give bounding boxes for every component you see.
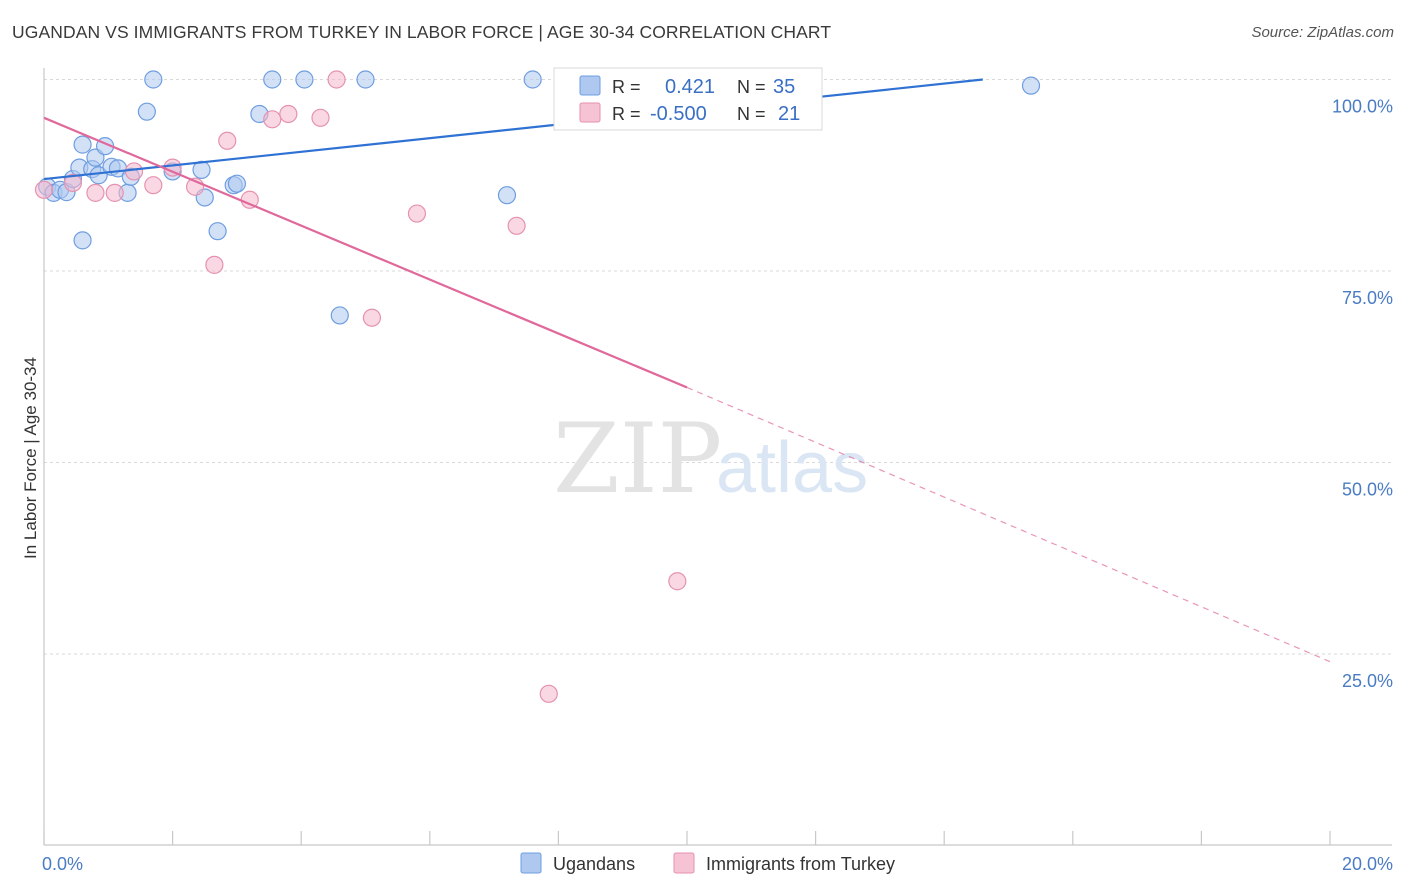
x-tick-label-min: 0.0% (42, 854, 83, 874)
point-ugandans (356, 70, 375, 89)
axes: 25.0% 50.0% 75.0% 100.0% 0.0% 20.0% (42, 68, 1393, 874)
point-turkey (63, 173, 83, 193)
data-points (34, 70, 1041, 703)
point-turkey (362, 308, 382, 327)
watermark: ZIP atlas (553, 403, 868, 515)
point-turkey (539, 684, 558, 703)
point-turkey (124, 162, 144, 181)
point-ugandans (73, 231, 92, 250)
point-ugandans (263, 70, 282, 89)
point-turkey (507, 216, 526, 235)
point-turkey (105, 183, 124, 202)
stats-box: R = 0.421 N = 35 R = -0.500 N = 21 (553, 67, 823, 131)
point-ugandans (208, 222, 227, 241)
stats-r-value-turkey: -0.500 (650, 103, 707, 125)
point-turkey (327, 70, 346, 89)
point-ugandans (330, 306, 349, 325)
point-ugandans (137, 102, 156, 121)
trend-line-turkey-extrapolated (686, 386, 1331, 663)
source-label: Source: ZipAtlas.com (1251, 24, 1394, 41)
stats-r-label-ugandans: R = (612, 77, 641, 97)
point-ugandans (73, 135, 92, 154)
point-turkey (205, 255, 224, 274)
point-turkey (407, 204, 427, 223)
trend-line-turkey (43, 116, 688, 389)
point-ugandans (295, 70, 314, 89)
y-tick-label: 25.0% (1342, 671, 1393, 691)
chart-title: UGANDAN VS IMMIGRANTS FROM TURKEY IN LAB… (12, 22, 832, 42)
point-ugandans (1021, 76, 1041, 95)
watermark-zip: ZIP (553, 403, 722, 515)
watermark-atlas: atlas (716, 428, 868, 508)
stats-swatch-turkey (579, 102, 601, 123)
point-turkey (263, 110, 282, 129)
point-turkey (218, 131, 237, 150)
point-ugandans (144, 70, 163, 89)
y-tick-label: 75.0% (1342, 288, 1393, 308)
point-ugandans (227, 174, 246, 193)
point-turkey (144, 176, 163, 195)
point-turkey (279, 104, 298, 124)
y-axis-label: In Labor Force | Age 30-34 (21, 357, 40, 559)
trend-lines (43, 78, 1331, 663)
stats-n-label-turkey: N = (737, 104, 766, 124)
legend-label-turkey: Immigrants from Turkey (706, 854, 895, 874)
stats-n-label-ugandans: N = (737, 77, 766, 97)
stats-r-value-ugandans: 0.421 (665, 76, 715, 98)
stats-n-value-turkey: 21 (778, 103, 800, 125)
legend: Ugandans Immigrants from Turkey (520, 852, 895, 874)
legend-swatch-ugandans (520, 852, 542, 874)
point-ugandans (523, 70, 542, 89)
point-turkey (668, 572, 687, 591)
stats-r-label-turkey: R = (612, 104, 641, 124)
stats-swatch-ugandans (579, 75, 601, 96)
x-tick-label-max: 20.0% (1342, 854, 1393, 874)
point-turkey (311, 108, 330, 127)
gridlines (44, 79, 1392, 655)
point-ugandans (497, 186, 517, 205)
point-turkey (86, 183, 105, 202)
legend-label-ugandans: Ugandans (553, 854, 635, 874)
y-tick-label: 50.0% (1342, 480, 1393, 500)
point-turkey (34, 180, 54, 199)
legend-swatch-turkey (673, 852, 695, 874)
stats-n-value-ugandans: 35 (773, 76, 795, 98)
trend-line-ugandans (43, 78, 983, 181)
y-tick-label: 100.0% (1332, 97, 1393, 117)
